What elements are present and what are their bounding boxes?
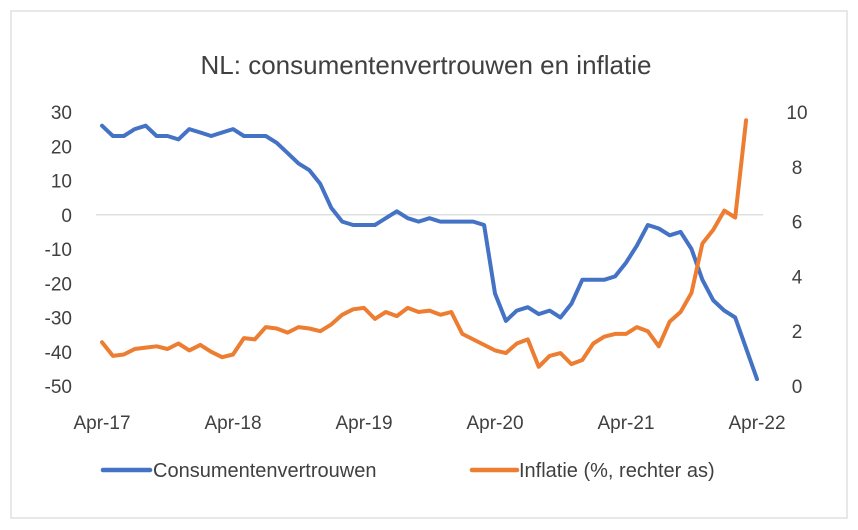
chart-border — [10, 10, 848, 519]
right-tick-label: 8 — [792, 158, 803, 179]
left-axis-ticks: 30 20 10 0 -10 -20 -30 -40 -50 — [45, 103, 72, 398]
x-axis-ticks: Apr-17 Apr-18 Apr-19 Apr-20 Apr-21 Apr-22 — [73, 413, 785, 434]
x-tick-label: Apr-19 — [335, 413, 392, 434]
right-tick-label: 2 — [792, 322, 803, 343]
right-tick-label: 4 — [792, 267, 803, 288]
left-tick-label: 0 — [61, 206, 72, 227]
right-tick-label: 6 — [792, 213, 803, 234]
right-tick-label: 10 — [786, 103, 807, 124]
series-layer — [100, 118, 759, 382]
left-tick-label: 20 — [51, 137, 72, 158]
left-tick-label: -50 — [45, 377, 72, 398]
legend-item-consumentenvertrouwen: Consumentenvertrouwen — [100, 460, 376, 482]
left-tick-label: 10 — [51, 172, 72, 193]
legend-label-inflatie: Inflatie (%, rechter as) — [519, 460, 715, 482]
legend-label-consumentenvertrouwen: Consumentenvertrouwen — [153, 460, 376, 482]
chart-title: NL: consumentenvertrouwen en inflatie — [201, 50, 652, 80]
x-tick-label: Apr-20 — [466, 413, 523, 434]
x-tick-label: Apr-17 — [73, 413, 130, 434]
right-axis-ticks: 10 8 6 4 2 0 — [786, 103, 807, 398]
left-tick-label: -30 — [45, 309, 72, 330]
left-tick-label: 30 — [51, 103, 72, 124]
left-tick-label: -40 — [45, 343, 72, 364]
right-tick-label: 0 — [792, 377, 803, 398]
x-tick-label: Apr-22 — [728, 413, 785, 434]
series-line-inflatie — [100, 118, 749, 369]
x-tick-label: Apr-21 — [597, 413, 654, 434]
series-line-consumentenvertrouwen — [100, 123, 759, 382]
legend-item-inflatie: Inflatie (%, rechter as) — [469, 460, 715, 482]
left-tick-label: -20 — [45, 274, 72, 295]
left-tick-label: -10 — [45, 240, 72, 261]
x-tick-label: Apr-18 — [204, 413, 261, 434]
legend: Consumentenvertrouwen Inflatie (%, recht… — [100, 460, 715, 482]
